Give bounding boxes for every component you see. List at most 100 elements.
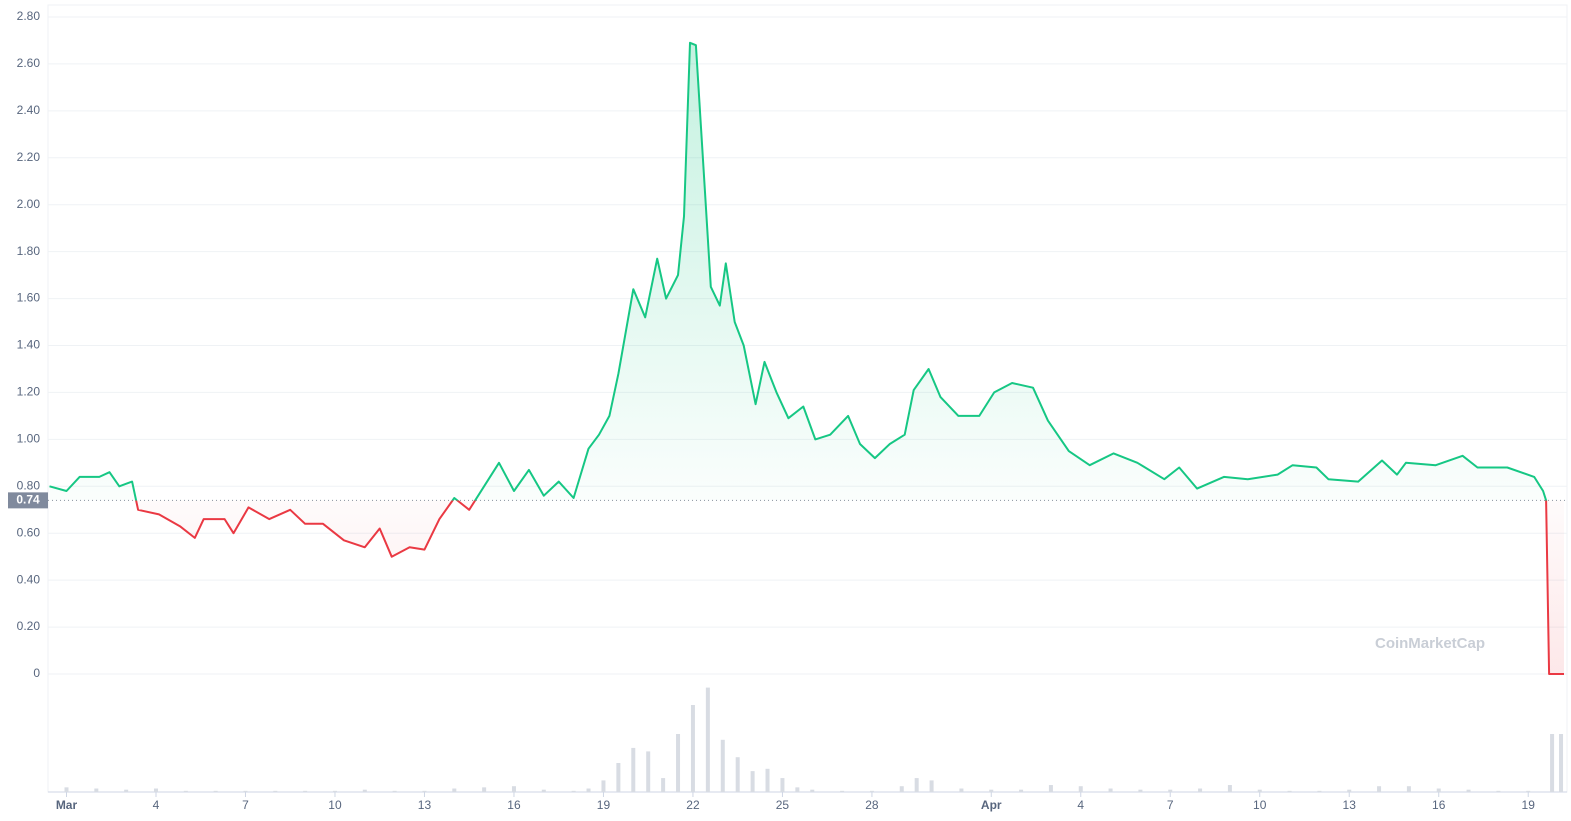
- y-tick-label: 2.80: [17, 9, 41, 23]
- volume-bar: [153, 788, 158, 792]
- volume-bar: [1317, 790, 1322, 792]
- watermark: CoinMarketCap: [1375, 635, 1485, 652]
- volume-bar: [899, 786, 904, 792]
- reference-label: 0.74: [16, 493, 40, 507]
- price-line: [49, 41, 1564, 675]
- volume-bar: [452, 788, 457, 792]
- volume-bar: [869, 790, 874, 792]
- y-tick-label: 0.80: [17, 478, 41, 492]
- y-tick-label: 0.60: [17, 525, 41, 539]
- volume-bar: [810, 789, 815, 792]
- volume-bar: [661, 778, 666, 792]
- volume-bar: [541, 789, 546, 792]
- reference-label-box: [8, 492, 48, 509]
- volume-bar: [362, 789, 367, 792]
- volume-bar: [1078, 786, 1083, 792]
- volume-bar: [1436, 788, 1441, 792]
- volume-bar: [705, 687, 710, 792]
- volume-bar: [1257, 789, 1262, 792]
- volume-bar: [1227, 785, 1232, 792]
- volume-bar: [1550, 734, 1555, 792]
- volume-bar: [183, 790, 188, 792]
- volume-bar: [765, 768, 770, 792]
- volume-bar: [1559, 734, 1564, 792]
- y-tick-label: 2.40: [17, 103, 41, 117]
- volume-bar: [840, 790, 845, 792]
- volume-bar: [795, 787, 800, 792]
- volume-bar: [1526, 790, 1531, 792]
- x-tick-label: 13: [1343, 798, 1357, 812]
- x-tick-label: 7: [1167, 798, 1174, 812]
- volume-bar: [332, 790, 337, 792]
- y-tick-label: 1.80: [17, 244, 41, 258]
- y-tick-label: 1.60: [17, 291, 41, 305]
- volume-bar: [94, 788, 99, 792]
- y-tick-label: 0.40: [17, 572, 41, 586]
- y-tick-label: 1.20: [17, 385, 41, 399]
- volume-bar: [1377, 786, 1382, 792]
- y-tick-label: 2.60: [17, 56, 41, 70]
- volume-bar: [482, 787, 487, 792]
- volume-bar: [989, 789, 994, 792]
- volume-bar: [1168, 789, 1173, 792]
- volume-bar: [1048, 785, 1053, 792]
- x-tick-label: 28: [865, 798, 879, 812]
- volume-bar: [571, 790, 576, 792]
- volume-bar: [929, 780, 934, 792]
- x-tick-label: 19: [1522, 798, 1536, 812]
- y-tick-label: 1.00: [17, 432, 41, 446]
- volume-bar: [646, 751, 651, 792]
- volume-bar: [914, 778, 919, 792]
- volume-bar: [1406, 786, 1411, 792]
- x-tick-label: 16: [507, 798, 521, 812]
- volume-bar: [303, 790, 308, 792]
- volume-bar: [780, 778, 785, 792]
- volume-bar: [1138, 789, 1143, 792]
- x-tick-label: 16: [1432, 798, 1446, 812]
- x-tick-label: Apr: [981, 798, 1002, 812]
- volume-bar: [124, 789, 129, 792]
- volume-bar: [1198, 788, 1203, 792]
- volume-bar: [1287, 790, 1292, 792]
- volume-bar: [750, 771, 755, 792]
- y-tick-label: 0: [33, 666, 40, 680]
- y-tick-label: 0.20: [17, 619, 41, 633]
- x-tick-label: 22: [686, 798, 700, 812]
- y-tick-label: 2.20: [17, 150, 41, 164]
- y-tick-label: 1.40: [17, 338, 41, 352]
- volume-bar: [1496, 790, 1501, 792]
- volume-bar: [392, 790, 397, 792]
- volume-bar: [586, 788, 591, 792]
- volume-bar: [511, 786, 516, 792]
- x-tick-label: 13: [418, 798, 432, 812]
- volume-bar: [213, 790, 218, 792]
- volume-bar: [1019, 789, 1024, 792]
- x-tick-label: 7: [242, 798, 249, 812]
- x-tick-label: 25: [776, 798, 790, 812]
- x-tick-label: 10: [328, 798, 342, 812]
- x-tick-label: 4: [1077, 798, 1084, 812]
- y-tick-label: 2.00: [17, 197, 41, 211]
- volume-bar: [422, 790, 427, 792]
- x-tick-label: 10: [1253, 798, 1267, 812]
- x-tick-label: Mar: [56, 798, 78, 812]
- volume-bar: [720, 739, 725, 792]
- volume-bar: [631, 747, 636, 792]
- volume-bar: [616, 763, 621, 792]
- x-tick-label: 4: [153, 798, 160, 812]
- volume-bar: [601, 780, 606, 792]
- volume-bar: [273, 790, 278, 792]
- area: [49, 42, 1565, 675]
- x-tick-label: 19: [597, 798, 611, 812]
- volume-bar: [1108, 788, 1113, 792]
- volume-bar: [1347, 789, 1352, 792]
- volume-bar: [690, 705, 695, 792]
- volume-bar: [676, 734, 681, 792]
- volume-bar: [64, 787, 69, 792]
- volume-bar: [243, 790, 248, 792]
- volume-bar: [735, 757, 740, 792]
- volume-bar: [959, 788, 964, 792]
- volume-bar: [1466, 789, 1471, 792]
